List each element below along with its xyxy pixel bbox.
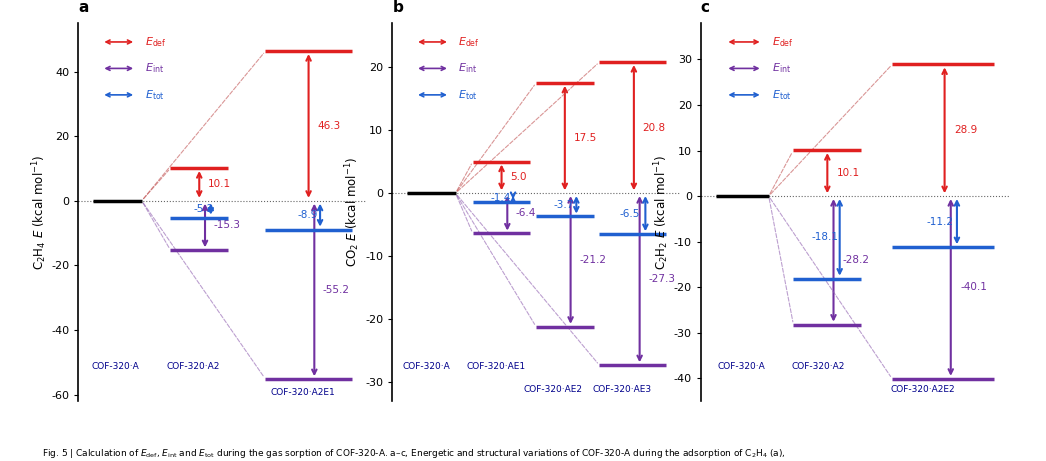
Text: $E_{\rm tot}$: $E_{\rm tot}$	[772, 88, 792, 102]
Text: COF-320·AE3: COF-320·AE3	[593, 384, 652, 394]
Text: 28.9: 28.9	[954, 125, 977, 136]
Text: -6.5: -6.5	[619, 209, 640, 219]
Text: 46.3: 46.3	[317, 121, 340, 131]
Text: COF-320·AE1: COF-320·AE1	[467, 362, 525, 371]
Text: -27.3: -27.3	[649, 274, 676, 284]
Text: $E_{\rm tot}$: $E_{\rm tot}$	[144, 88, 164, 102]
Text: $E_{\rm def}$: $E_{\rm def}$	[144, 35, 166, 49]
Text: -3.7: -3.7	[553, 200, 573, 210]
Text: -15.3: -15.3	[213, 220, 241, 230]
Text: $E_{\rm int}$: $E_{\rm int}$	[458, 61, 477, 75]
Text: -6.4: -6.4	[516, 208, 537, 219]
Text: COF-320·A: COF-320·A	[92, 362, 140, 371]
Text: COF-320·A: COF-320·A	[403, 362, 451, 371]
Text: -40.1: -40.1	[960, 283, 986, 292]
Text: -8.9: -8.9	[297, 210, 317, 220]
Text: a: a	[78, 0, 89, 16]
Y-axis label: C$_2$H$_4$ $E$ (kcal mol$^{-1}$): C$_2$H$_4$ $E$ (kcal mol$^{-1}$)	[30, 154, 48, 270]
Text: -11.2: -11.2	[926, 217, 953, 227]
Text: -5.2: -5.2	[194, 204, 213, 214]
Text: 20.8: 20.8	[642, 123, 665, 133]
Text: Fig. 5 | Calculation of $E_{\rm def}$, $E_{\rm int}$ and $E_{\rm tot}$ during th: Fig. 5 | Calculation of $E_{\rm def}$, $…	[42, 447, 786, 461]
Text: $E_{\rm def}$: $E_{\rm def}$	[772, 35, 794, 49]
Y-axis label: C$_2$H$_2$ $E$ (kcal mol$^{-1}$): C$_2$H$_2$ $E$ (kcal mol$^{-1}$)	[653, 154, 670, 270]
Text: b: b	[392, 0, 403, 16]
Text: -18.1: -18.1	[812, 232, 839, 242]
Text: 5.0: 5.0	[510, 172, 527, 183]
Text: $E_{\rm int}$: $E_{\rm int}$	[772, 61, 791, 75]
Y-axis label: CO$_2$ $E$ (kcal mol$^{-1}$): CO$_2$ $E$ (kcal mol$^{-1}$)	[344, 157, 362, 267]
Text: -1.4: -1.4	[490, 193, 510, 202]
Text: COF-320·AE2: COF-320·AE2	[524, 384, 583, 394]
Text: 10.1: 10.1	[837, 168, 860, 178]
Text: COF-320·A2: COF-320·A2	[792, 362, 845, 371]
Text: c: c	[701, 0, 710, 16]
Text: $E_{\rm def}$: $E_{\rm def}$	[458, 35, 480, 49]
Text: -55.2: -55.2	[323, 285, 350, 295]
Text: $E_{\rm tot}$: $E_{\rm tot}$	[458, 88, 478, 102]
Text: COF-320·A2: COF-320·A2	[166, 362, 221, 371]
Text: COF-320·A: COF-320·A	[718, 362, 765, 371]
Text: $E_{\rm int}$: $E_{\rm int}$	[144, 61, 163, 75]
Text: -28.2: -28.2	[843, 255, 870, 266]
Text: -21.2: -21.2	[579, 255, 607, 265]
Text: COF-320·A2E1: COF-320·A2E1	[271, 388, 335, 397]
Text: COF-320·A2E2: COF-320·A2E2	[891, 384, 955, 394]
Text: 17.5: 17.5	[573, 133, 596, 143]
Text: 10.1: 10.1	[208, 179, 231, 189]
